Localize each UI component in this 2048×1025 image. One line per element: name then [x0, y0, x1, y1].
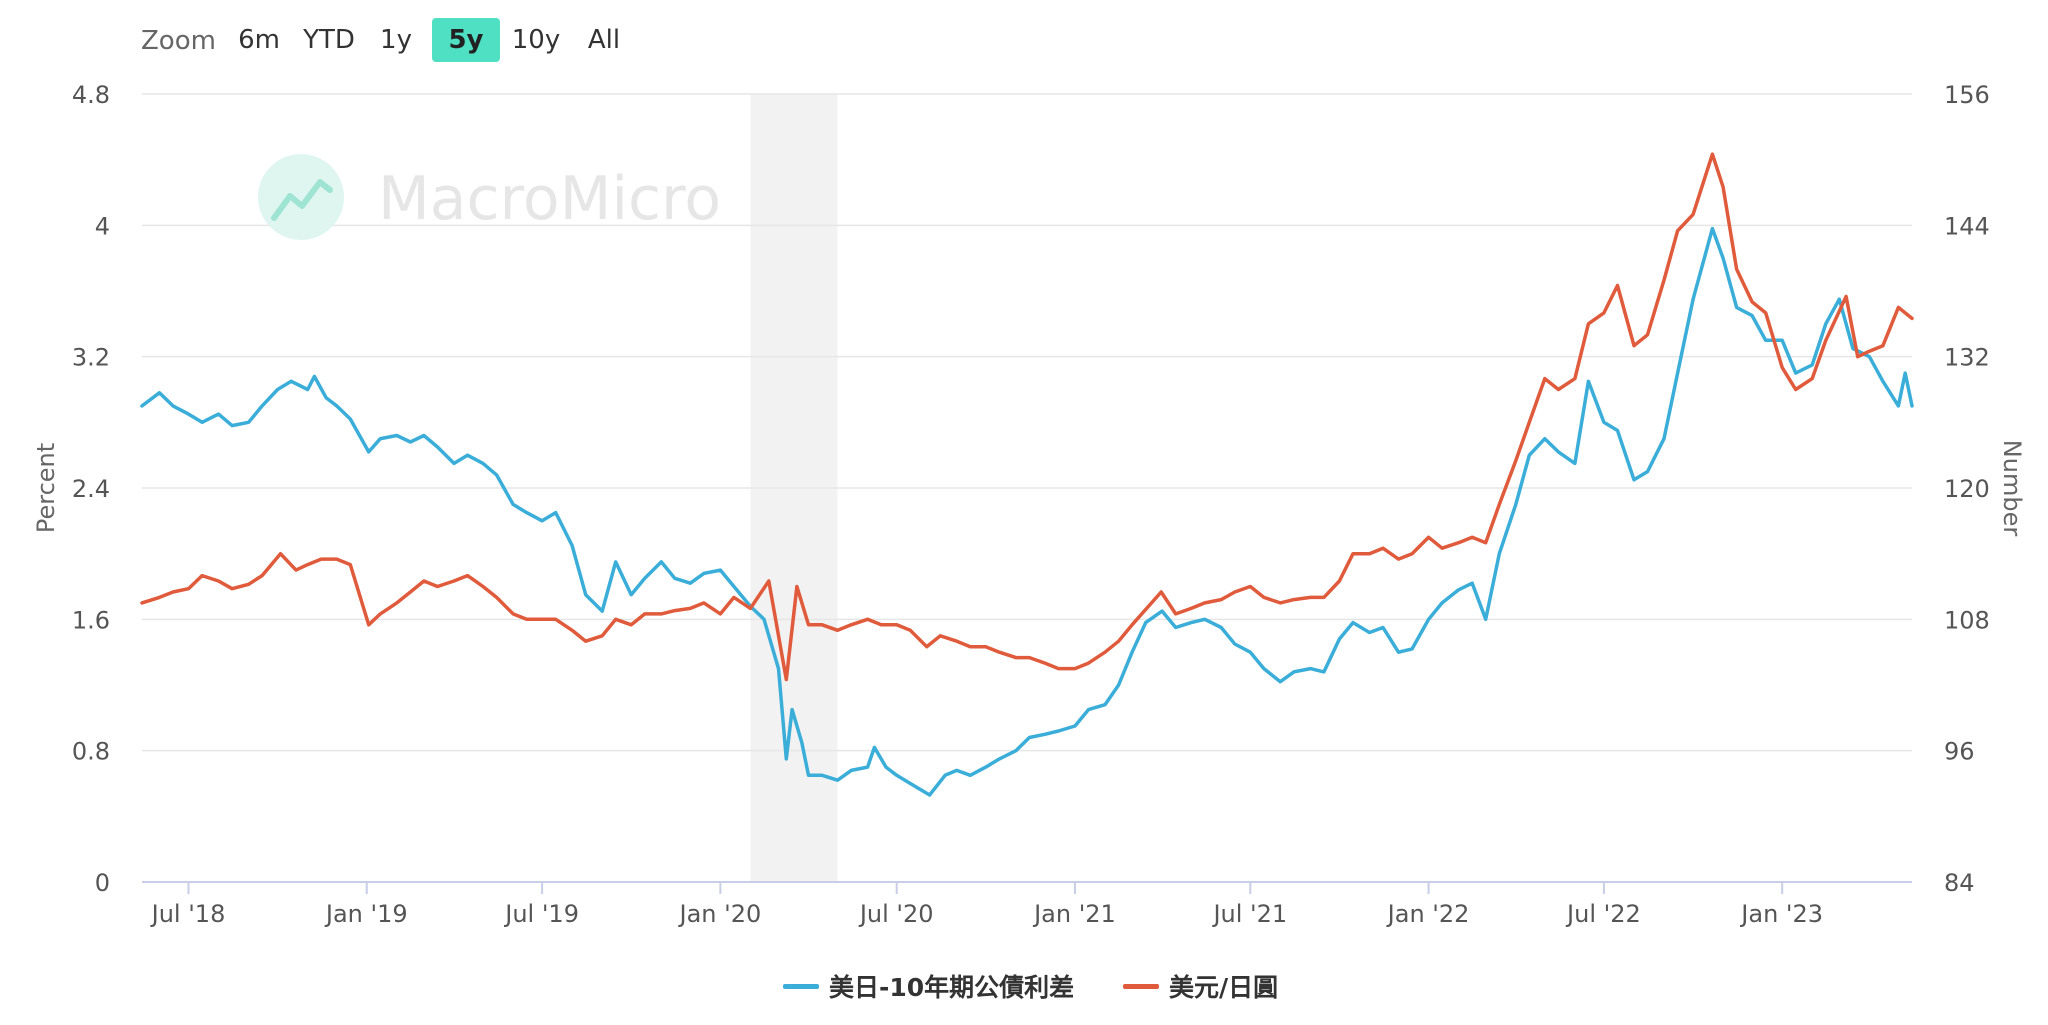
zoom-10y-button[interactable]: 10y [511, 25, 561, 55]
x-tick-label: Jul '19 [503, 900, 579, 928]
y-right-tick-label: 156 [1944, 81, 1990, 109]
zoom-all-button[interactable]: All [587, 25, 621, 55]
series-layer [140, 152, 1914, 797]
logo-trend-icon [271, 179, 333, 221]
x-tick-label: Jul '20 [858, 900, 934, 928]
legend-swatch-usdjpy [1123, 983, 1159, 989]
legend-label-spread: 美日-10年期公債利差 [829, 973, 1075, 1002]
x-tick-label: Jul '18 [150, 900, 226, 928]
grid-layer [142, 93, 1912, 752]
legend-swatch-spread [783, 983, 819, 989]
x-tick-label: Jan '19 [324, 900, 408, 928]
y-axis-right-label: Number [1998, 440, 2026, 537]
y-right-tick-label: 144 [1944, 212, 1990, 240]
zoom-5y-button[interactable]: 5y [432, 18, 500, 62]
y-right-tick-label: 132 [1944, 344, 1990, 372]
zoom-bar: Zoom 6m YTD 1y 5y 10y All [0, 12, 800, 62]
y-right-tick-label: 96 [1944, 738, 1975, 766]
zoom-label: Zoom [141, 26, 216, 56]
watermark: MacroMicro [258, 154, 721, 240]
legend-item-spread[interactable]: 美日-10年期公債利差 [783, 968, 1074, 1004]
y-right-tick-label: 84 [1944, 869, 1975, 897]
series-line-1 [140, 152, 1914, 682]
x-tick-label: Jan '21 [1032, 900, 1116, 928]
axis-layer: 0 84 0.8 96 1.6 108 2.4 120 3.2 132 4 144 4.8 156 Jul … [72, 81, 1990, 928]
y-right-tick-label: 120 [1944, 475, 1990, 503]
y-axis-left-label: Percent [32, 443, 60, 533]
y-left-tick-label: 3.2 [72, 344, 110, 372]
y-left-tick-label: 0 [95, 869, 110, 897]
y-left-tick-label: 4.8 [72, 81, 110, 109]
y-left-tick-label: 4 [95, 212, 110, 240]
zoom-ytd-button[interactable]: YTD [303, 25, 355, 55]
y-right-tick-label: 108 [1944, 606, 1990, 634]
y-left-tick-label: 1.6 [72, 606, 110, 634]
watermark-text: MacroMicro [378, 164, 721, 234]
x-tick-label: Jul '21 [1211, 900, 1287, 928]
x-tick-label: Jul '22 [1565, 900, 1641, 928]
x-tick-label: Jan '22 [1386, 900, 1470, 928]
x-tick-label: Jan '23 [1739, 900, 1823, 928]
legend-item-usdjpy[interactable]: 美元/日圓 [1123, 968, 1278, 1004]
y-left-tick-label: 0.8 [72, 738, 110, 766]
macromicro-logo-icon [258, 154, 344, 240]
y-left-tick-label: 2.4 [72, 475, 110, 503]
legend: 美日-10年期公債利差 美元/日圓 [0, 968, 2048, 1008]
legend-label-usdjpy: 美元/日圓 [1169, 973, 1279, 1002]
series-line-0 [140, 226, 1914, 797]
zoom-6m-button[interactable]: 6m [238, 25, 280, 55]
zoom-1y-button[interactable]: 1y [380, 25, 412, 55]
x-tick-label: Jan '20 [677, 900, 761, 928]
